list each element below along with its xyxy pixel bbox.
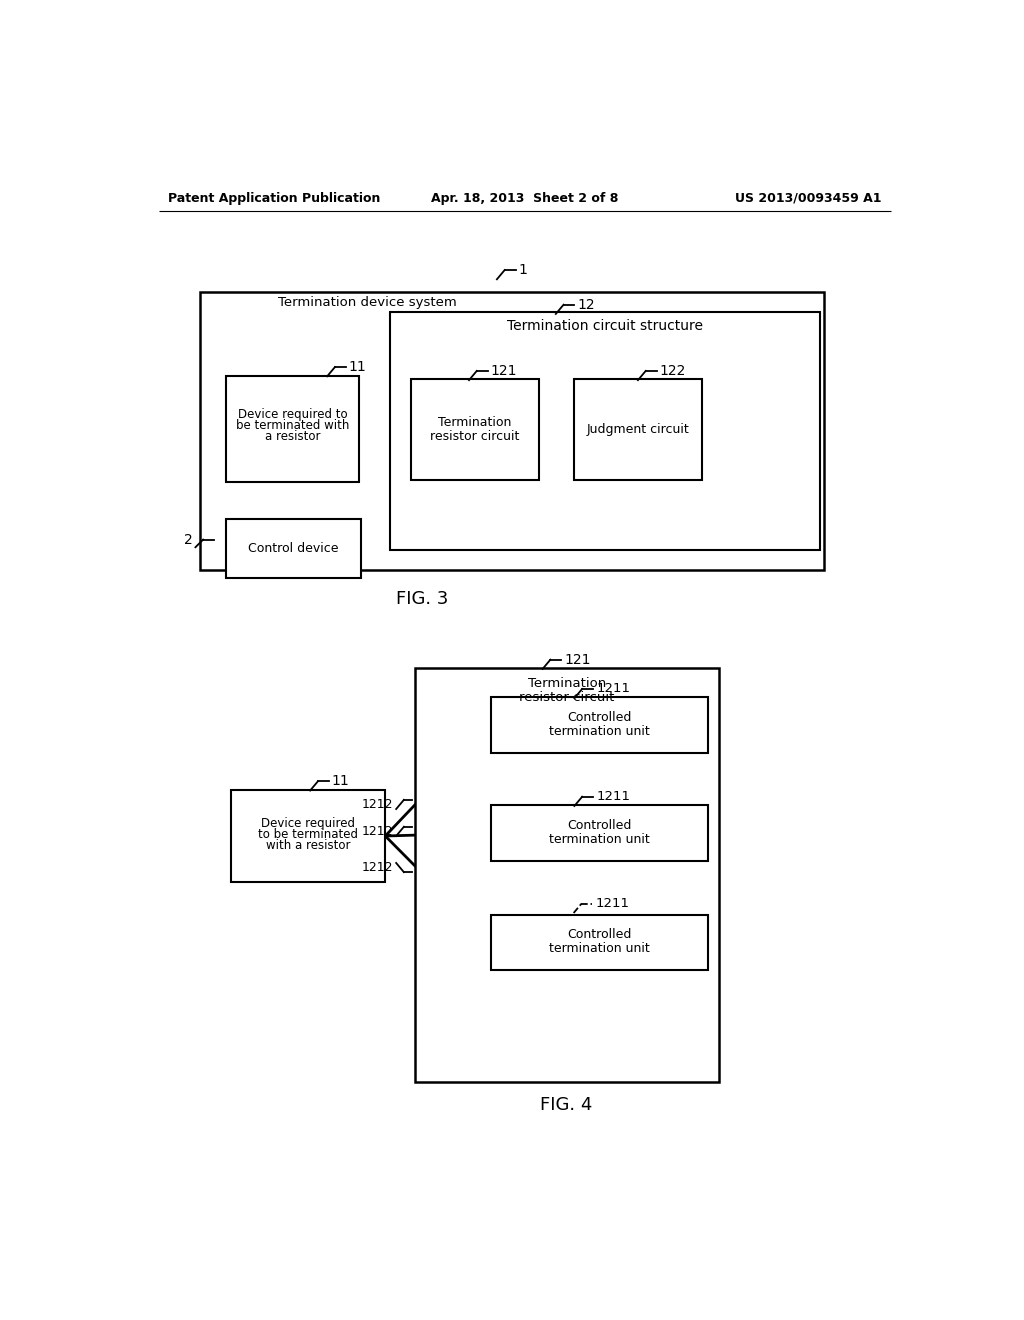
Bar: [573, 379, 701, 480]
Text: termination unit: termination unit: [549, 942, 649, 954]
Bar: [200, 292, 824, 570]
Text: 1212: 1212: [361, 825, 393, 838]
Text: Control device: Control device: [248, 543, 339, 554]
Text: with a resistor: with a resistor: [266, 838, 350, 851]
Text: Termination: Termination: [527, 677, 606, 690]
Text: Controlled: Controlled: [567, 928, 632, 941]
Text: Judgment circuit: Judgment circuit: [586, 424, 689, 437]
Text: Device required to: Device required to: [238, 408, 347, 421]
Text: 2: 2: [183, 532, 193, 546]
Text: Apr. 18, 2013  Sheet 2 of 8: Apr. 18, 2013 Sheet 2 of 8: [431, 191, 618, 205]
Text: Termination circuit structure: Termination circuit structure: [507, 319, 703, 333]
Text: be terminated with: be terminated with: [236, 418, 349, 432]
Text: 11: 11: [349, 360, 367, 374]
Bar: [226, 376, 359, 482]
Text: 1211: 1211: [596, 682, 630, 696]
Text: 1212: 1212: [361, 861, 393, 874]
Bar: [490, 805, 708, 861]
Bar: [390, 313, 820, 549]
Text: Device required: Device required: [261, 817, 355, 830]
Text: 1212: 1212: [361, 797, 393, 810]
Text: a resistor: a resistor: [265, 430, 321, 444]
Text: 1: 1: [518, 263, 527, 277]
Text: Controlled: Controlled: [567, 818, 632, 832]
Bar: [231, 789, 385, 882]
Text: 1211: 1211: [595, 898, 630, 911]
Text: 121: 121: [490, 364, 517, 378]
Text: resistor circuit: resistor circuit: [430, 430, 519, 444]
Text: termination unit: termination unit: [549, 725, 649, 738]
Bar: [415, 668, 719, 1082]
Text: 1211: 1211: [596, 791, 630, 804]
Text: to be terminated: to be terminated: [258, 828, 358, 841]
Text: Termination device system: Termination device system: [278, 296, 457, 309]
Text: 121: 121: [564, 652, 591, 667]
Text: 12: 12: [578, 298, 595, 312]
Bar: [411, 379, 539, 480]
Text: 11: 11: [332, 775, 349, 788]
Text: US 2013/0093459 A1: US 2013/0093459 A1: [735, 191, 882, 205]
Text: 122: 122: [659, 364, 686, 378]
Text: termination unit: termination unit: [549, 833, 649, 846]
Text: Patent Application Publication: Patent Application Publication: [168, 191, 381, 205]
Text: FIG. 3: FIG. 3: [396, 590, 449, 607]
Bar: [226, 519, 360, 578]
Text: FIG. 4: FIG. 4: [541, 1097, 593, 1114]
Bar: [490, 915, 708, 970]
Bar: [490, 697, 708, 752]
Text: resistor circuit: resistor circuit: [519, 690, 614, 704]
Text: Termination: Termination: [438, 416, 512, 429]
Text: Controlled: Controlled: [567, 711, 632, 723]
